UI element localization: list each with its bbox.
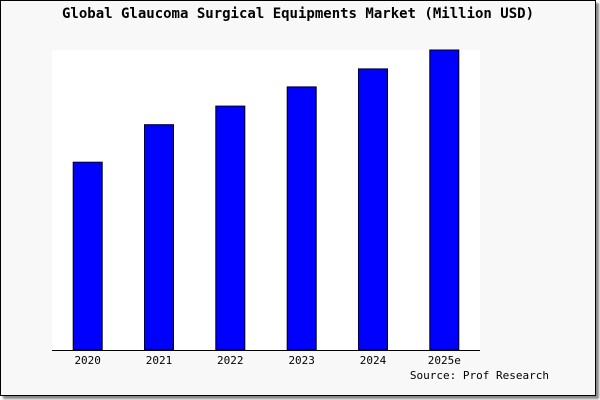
x-tick-label: 2023 xyxy=(288,354,315,367)
chart-title: Global Glaucoma Surgical Equipments Mark… xyxy=(61,6,534,22)
bar-2020 xyxy=(72,161,103,351)
x-tick-label: 2024 xyxy=(360,354,387,367)
source-label: Source: Prof Research xyxy=(410,369,549,382)
x-tick-label: 2020 xyxy=(74,354,101,367)
bar-2024 xyxy=(358,68,388,351)
x-tick-label: 2022 xyxy=(217,354,244,367)
bar-2022 xyxy=(215,105,246,351)
bar-2023 xyxy=(286,86,317,351)
plot-area xyxy=(52,50,480,350)
x-tick-label: 2021 xyxy=(146,354,173,367)
bar-2021 xyxy=(144,124,174,351)
bar-2025e xyxy=(429,49,460,351)
x-tick-label: 2025e xyxy=(428,354,461,367)
